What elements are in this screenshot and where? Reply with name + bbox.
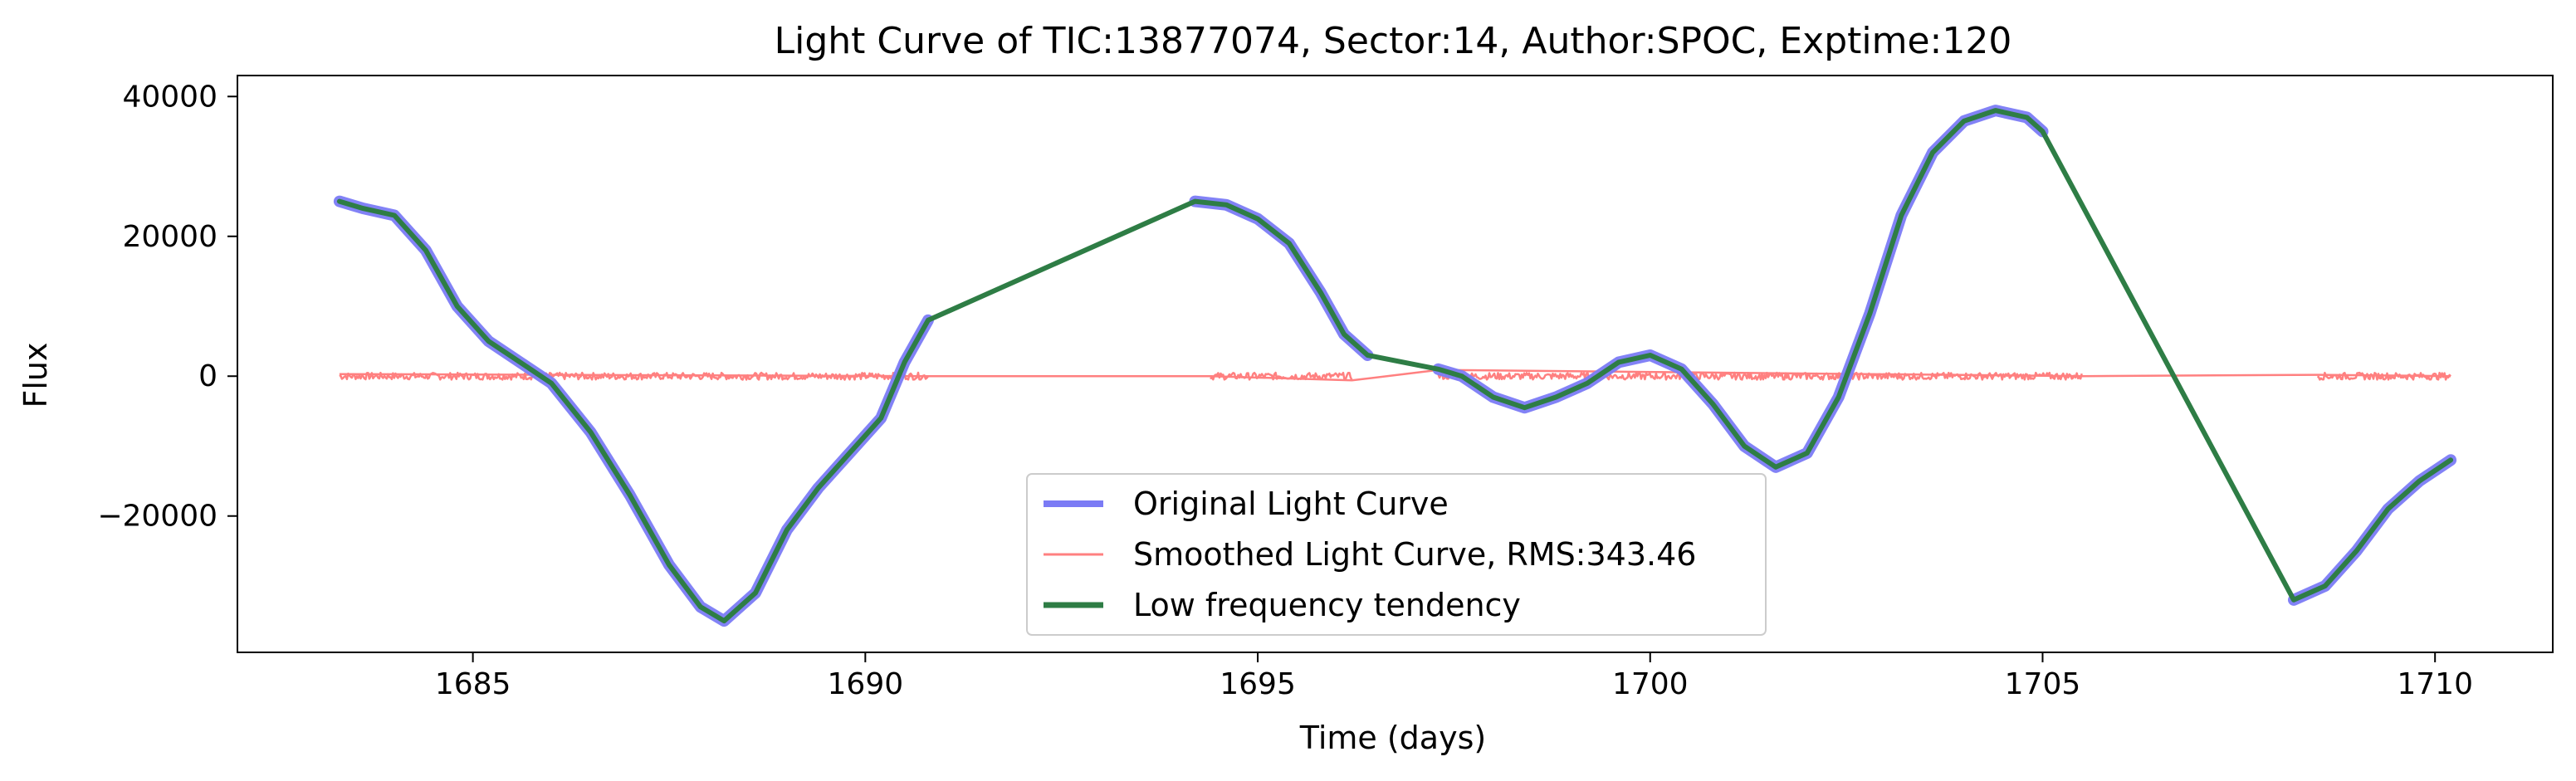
original-curve-segment-3 <box>1432 105 2049 473</box>
y-tick-label: 20000 <box>122 220 218 254</box>
smoothed-curve-connector <box>339 369 2451 382</box>
y-tick-label: 40000 <box>122 80 218 114</box>
legend-label-1: Original Light Curve <box>1133 486 1449 522</box>
smoothed-curve-segment-4 <box>2317 371 2451 381</box>
low-frequency-curve <box>336 108 2454 624</box>
x-axis-label: Time (days) <box>1299 720 1486 756</box>
y-tick-label: −20000 <box>97 500 218 534</box>
smoothed-curve-segment-1 <box>339 371 929 381</box>
smoothed-curve-segment-2 <box>1210 371 1353 381</box>
original-curve-segment-1 <box>333 195 934 627</box>
legend-label-3: Low frequency tendency <box>1133 587 1521 623</box>
chart-title: Light Curve of TIC:13877074, Sector:14, … <box>775 20 2012 62</box>
x-tick-label: 1710 <box>2397 667 2473 701</box>
axes: 1685 1690 1695 1700 1705 1710 −20000 0 20000 4000… <box>97 80 2473 701</box>
legend-label-2: Smoothed Light Curve, RMS:343.46 <box>1133 536 1696 573</box>
plot-frame <box>237 75 2554 653</box>
x-tick-label: 1700 <box>1612 667 1689 701</box>
x-tick-label: 1685 <box>435 667 511 701</box>
y-axis-label: Flux <box>17 343 54 408</box>
legend-box <box>1026 473 1767 636</box>
plot-area <box>333 105 2457 627</box>
smoothed-curve-segment-3 <box>1437 371 2083 381</box>
y-tick-label: 0 <box>198 359 218 393</box>
x-tick-label: 1690 <box>828 667 904 701</box>
legend: Original Light Curve Smoothed Light Curve… <box>1026 473 1767 636</box>
x-tick-label: 1705 <box>2005 667 2081 701</box>
x-tick-label: 1695 <box>1220 667 1296 701</box>
